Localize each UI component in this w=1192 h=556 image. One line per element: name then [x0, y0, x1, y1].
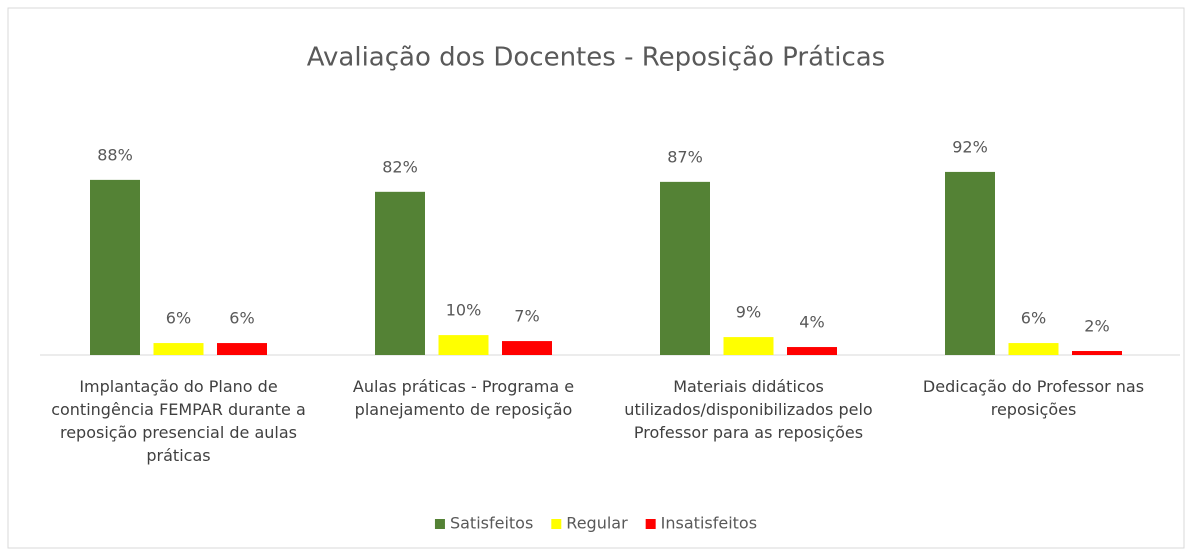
x-tick-label: Dedicação do Professor nas reposições	[922, 377, 1145, 419]
x-tick-label: Materiais didáticos utilizados/disponibi…	[624, 377, 873, 442]
data-label: 82%	[382, 157, 418, 176]
legend-label: Insatisfeitos	[661, 514, 757, 533]
bar	[153, 343, 204, 355]
bar	[723, 337, 774, 355]
data-label: 6%	[166, 309, 191, 328]
bar	[1072, 351, 1122, 355]
data-label: 7%	[514, 307, 539, 326]
legend-swatch	[434, 519, 445, 529]
data-label: 88%	[97, 145, 133, 164]
bar	[217, 343, 267, 355]
legend-swatch	[645, 519, 656, 529]
data-label: 87%	[667, 147, 703, 166]
bar	[945, 171, 995, 355]
bar	[375, 191, 425, 355]
bar	[502, 341, 552, 355]
bar	[787, 347, 837, 355]
legend-label: Satisfeitos	[450, 514, 533, 533]
bar	[660, 181, 710, 355]
x-tick-label: Implantação do Plano de contingência FEM…	[51, 377, 306, 465]
data-label: 92%	[952, 137, 988, 156]
legend-label: Regular	[566, 514, 628, 533]
bar	[438, 335, 489, 355]
data-label: 9%	[736, 303, 761, 322]
data-label: 4%	[799, 313, 824, 332]
chart-title: Avaliação dos Docentes - Reposição Práti…	[307, 43, 885, 73]
bar	[1008, 343, 1059, 355]
legend-swatch	[551, 519, 562, 529]
chart-frame	[7, 7, 1185, 549]
data-label: 2%	[1084, 317, 1109, 336]
data-label: 6%	[1021, 309, 1046, 328]
bar	[90, 179, 140, 355]
data-label: 6%	[229, 309, 254, 328]
data-label: 10%	[446, 301, 482, 320]
x-tick-label: Aulas práticas - Programa e planejamento…	[352, 377, 575, 419]
